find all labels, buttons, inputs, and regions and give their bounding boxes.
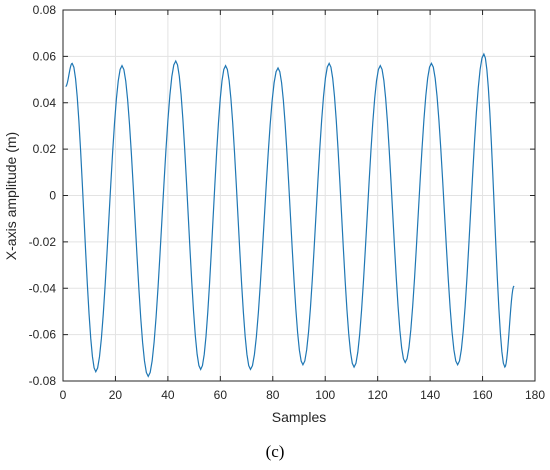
x-tick-labels: 0 20 40 60 80 100 120 140 160 180 xyxy=(60,388,546,402)
x-tick-label: 140 xyxy=(420,388,440,402)
figure-caption: (c) xyxy=(0,442,550,462)
y-tick-label: -0.02 xyxy=(29,235,57,249)
y-tick-label: 0.02 xyxy=(33,142,57,156)
x-tick-label: 120 xyxy=(368,388,388,402)
x-tick-label: 40 xyxy=(161,388,175,402)
y-tick-label: -0.08 xyxy=(29,374,57,388)
x-tick-label: 20 xyxy=(109,388,123,402)
series-line xyxy=(65,52,515,378)
x-axis-title: Samples xyxy=(272,409,326,425)
y-tick-label: 0.08 xyxy=(33,3,57,17)
y-tick-label: 0.06 xyxy=(33,49,57,63)
y-tick-label: -0.04 xyxy=(29,281,57,295)
x-tick-label: 0 xyxy=(60,388,67,402)
axis-ticks xyxy=(62,9,536,382)
x-tick-label: 60 xyxy=(214,388,228,402)
x-tick-label: 160 xyxy=(473,388,493,402)
y-tick-label: -0.06 xyxy=(29,328,57,342)
line-chart: 0 20 40 60 80 100 120 140 160 180 -0.08 -0.06 -0.04… xyxy=(3,3,546,425)
figure-caption-text: (c) xyxy=(265,442,285,461)
x-tick-label: 100 xyxy=(315,388,335,402)
x-tick-label: 180 xyxy=(525,388,545,402)
y-axis-title: X-axis amplitude (m) xyxy=(3,132,19,260)
y-tick-label: 0 xyxy=(49,189,56,203)
x-tick-label: 80 xyxy=(266,388,280,402)
y-tick-label: 0.04 xyxy=(33,96,57,110)
y-tick-labels: -0.08 -0.06 -0.04 -0.02 0 0.02 0.04 0.06 0.08 xyxy=(29,3,57,388)
